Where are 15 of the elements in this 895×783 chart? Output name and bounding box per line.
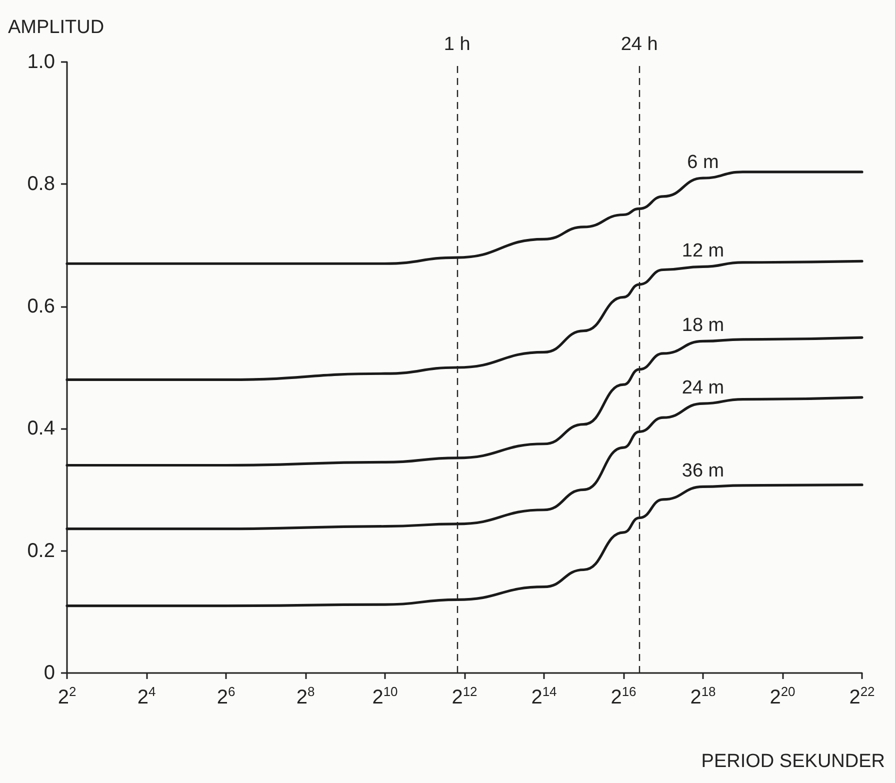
ref-line-label: 24 h bbox=[620, 34, 658, 55]
y-tick-label: 0.4 bbox=[27, 418, 55, 440]
series-label: 6 m bbox=[687, 152, 719, 174]
series-label: 18 m bbox=[682, 315, 724, 336]
y-tick-label: 0.8 bbox=[27, 173, 55, 196]
y-tick-label: 0.2 bbox=[27, 540, 55, 562]
series-label: 12 m bbox=[682, 240, 724, 262]
series-label: 24 m bbox=[682, 378, 724, 399]
y-tick-label: 0 bbox=[44, 662, 55, 684]
x-axis-title: PERIOD SEKUNDER bbox=[701, 751, 885, 772]
ref-line-label: 1 h bbox=[444, 34, 470, 55]
y-tick-label: 1.0 bbox=[27, 51, 55, 73]
series-label: 36 m bbox=[682, 460, 724, 482]
y-axis-title: AMPLITUD bbox=[8, 17, 104, 38]
y-tick-label: 0.6 bbox=[27, 295, 55, 318]
